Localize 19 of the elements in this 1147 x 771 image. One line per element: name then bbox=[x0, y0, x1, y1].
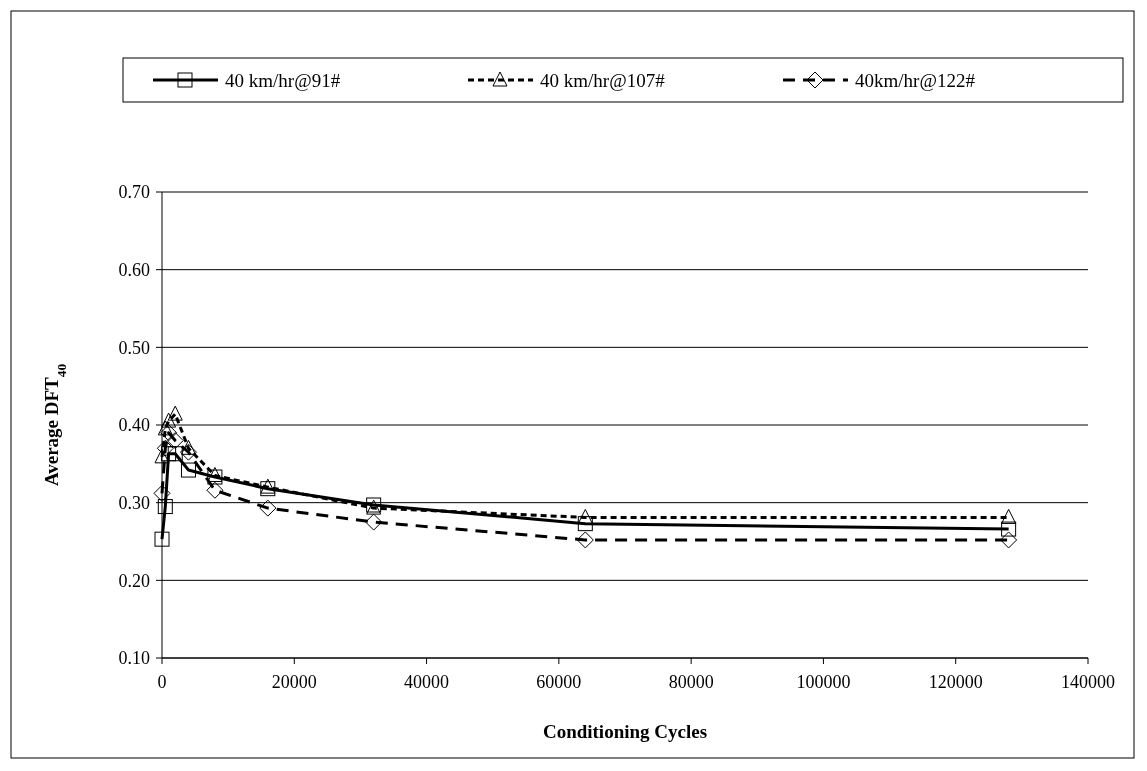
y-tick-label: 0.70 bbox=[118, 182, 150, 203]
y-tick-label: 0.10 bbox=[118, 648, 150, 669]
x-axis-title: Conditioning Cycles bbox=[542, 721, 708, 742]
x-tick-label: 120000 bbox=[928, 672, 983, 692]
y-tick-label: 0.60 bbox=[118, 259, 150, 280]
x-tick-label: 80000 bbox=[668, 672, 714, 692]
legend-label: 40 km/hr@107# bbox=[540, 69, 666, 91]
y-tick-label: 0.30 bbox=[118, 492, 150, 513]
y-tick-label: 0.20 bbox=[118, 570, 150, 591]
x-tick-label: 100000 bbox=[796, 672, 851, 692]
x-tick-label: 40000 bbox=[404, 672, 450, 692]
y-tick-label: 0.40 bbox=[118, 415, 150, 436]
legend-label: 40km/hr@122# bbox=[855, 69, 976, 91]
x-tick-label: 0 bbox=[157, 672, 167, 692]
y-tick-label: 0.50 bbox=[118, 337, 150, 358]
x-tick-label: 140000 bbox=[1061, 672, 1115, 692]
legend-label: 40 km/hr@91# bbox=[225, 69, 341, 91]
x-tick-label: 60000 bbox=[536, 672, 582, 692]
x-tick-label: 20000 bbox=[271, 672, 317, 692]
